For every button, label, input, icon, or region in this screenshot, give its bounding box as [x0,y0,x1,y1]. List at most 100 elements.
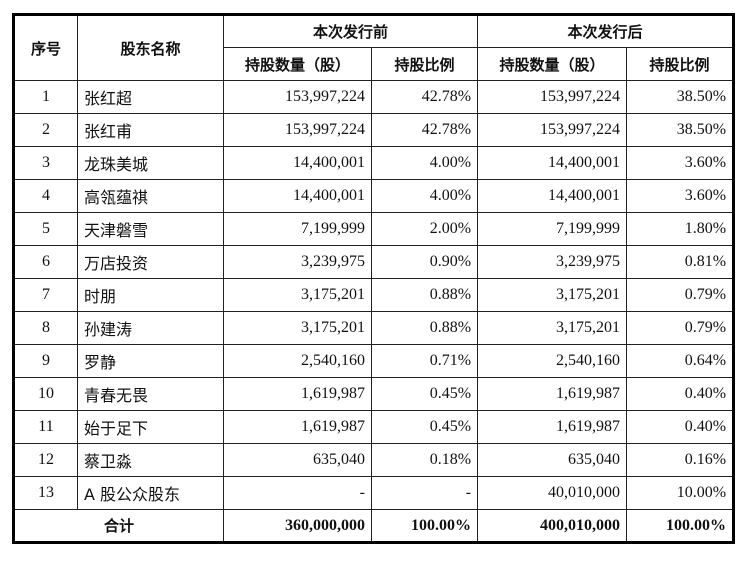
row-after-ratio: 0.79% [626,278,735,312]
header-row-group: 序号 股东名称 本次发行前 本次发行后 [13,14,735,81]
table-row: 2 张红甫 153,997,224 42.78% 153,997,224 38.50% [13,113,735,147]
row-name: 孙建涛 [77,311,224,345]
row-index: 7 [13,278,78,312]
row-before-shares: - [223,476,372,510]
table-row: 1 张红超 153,997,224 42.78% 153,997,224 38.50% [13,80,735,114]
row-before-ratio: 0.45% [370,377,479,411]
row-index: 2 [13,113,78,147]
row-name: 时朋 [77,278,224,312]
row-before-shares: 1,619,987 [223,410,372,444]
row-before-ratio: 42.78% [370,113,479,147]
table-row: 9 罗静 2,540,160 0.71% 2,540,160 0.64% [13,344,735,378]
header-before-shares: 持股数量（股） [223,47,372,81]
table-row: 3 龙珠美城 14,400,001 4.00% 14,400,001 3.60% [13,146,735,180]
row-after-ratio: 0.40% [626,377,735,411]
row-index: 11 [13,410,78,444]
row-index: 1 [13,80,78,114]
table-row: 6 万店投资 3,239,975 0.90% 3,239,975 0.81% [13,245,735,279]
row-before-shares: 1,619,987 [223,377,372,411]
row-after-ratio: 3.60% [626,179,735,213]
table-row: 5 天津磐雪 7,199,999 2.00% 7,199,999 1.80% [13,212,735,246]
row-after-ratio: 0.64% [626,344,735,378]
header-name: 股东名称 [77,14,224,81]
row-name: 罗静 [77,344,224,378]
header-row-sub: 持股数量（股） 持股比例 持股数量（股） 持股比例 [14,47,735,81]
row-after-ratio: 1.80% [626,212,735,246]
row-before-ratio: 2.00% [370,212,479,246]
shareholder-table: 序号 股东名称 本次发行前 本次发行后 持股数量（股） 持股比例 持股数量（股）… [12,13,736,544]
row-after-shares: 14,400,001 [477,146,628,180]
header-after-shares: 持股数量（股） [477,47,628,81]
row-index: 3 [13,146,78,180]
row-before-ratio: 0.71% [370,344,479,378]
row-before-ratio: 42.78% [370,80,479,114]
row-before-ratio: 0.45% [370,410,479,444]
total-after-ratio: 100.00% [626,509,735,543]
header-before-ratio: 持股比例 [370,47,479,81]
row-before-shares: 3,175,201 [223,278,372,312]
row-before-ratio: - [370,476,479,510]
row-name: 青春无畏 [77,377,224,411]
row-after-shares: 2,540,160 [477,344,628,378]
row-after-shares: 1,619,987 [477,377,628,411]
row-after-shares: 3,239,975 [477,245,628,279]
row-name: 张红超 [77,80,224,114]
row-before-shares: 635,040 [223,443,372,477]
row-index: 9 [13,344,78,378]
row-before-shares: 7,199,999 [223,212,372,246]
row-before-shares: 14,400,001 [223,179,372,213]
row-after-shares: 1,619,987 [477,410,628,444]
row-after-ratio: 38.50% [626,80,735,114]
row-after-ratio: 0.81% [626,245,735,279]
row-after-ratio: 38.50% [626,113,735,147]
row-index: 8 [13,311,78,345]
row-after-ratio: 3.60% [626,146,735,180]
header-before-group: 本次发行前 [222,14,479,48]
header-index: 序号 [13,14,78,81]
row-before-shares: 153,997,224 [223,80,372,114]
row-before-shares: 3,175,201 [223,311,372,345]
row-name: 高瓴蕴祺 [77,179,224,213]
total-after-shares: 400,010,000 [477,509,628,543]
row-name: 蔡卫淼 [77,443,224,477]
row-before-ratio: 0.18% [370,443,479,477]
row-name: 龙珠美城 [77,146,224,180]
row-index: 12 [13,443,78,477]
row-after-shares: 14,400,001 [477,179,628,213]
row-name: A 股公众股东 [77,476,224,510]
row-before-ratio: 4.00% [370,146,479,180]
row-after-ratio: 0.40% [626,410,735,444]
row-name: 始于足下 [77,410,224,444]
row-after-shares: 40,010,000 [477,476,628,510]
row-before-ratio: 4.00% [370,179,479,213]
row-before-ratio: 0.90% [370,245,479,279]
row-index: 10 [13,377,78,411]
table-row: 4 高瓴蕴祺 14,400,001 4.00% 14,400,001 3.60% [13,179,735,213]
row-after-shares: 3,175,201 [477,311,628,345]
total-before-ratio: 100.00% [370,509,479,543]
header-after-group: 本次发行后 [477,14,735,48]
row-before-shares: 153,997,224 [223,113,372,147]
table-body: 1 张红超 153,997,224 42.78% 153,997,224 38.50% 2 张… [13,80,735,510]
row-before-ratio: 0.88% [370,311,479,345]
table-row: 11 始于足下 1,619,987 0.45% 1,619,987 0.40% [13,410,735,444]
row-index: 6 [13,245,78,279]
row-before-shares: 2,540,160 [223,344,372,378]
row-after-shares: 7,199,999 [477,212,628,246]
row-after-ratio: 0.16% [626,443,735,477]
table-row: 7 时朋 3,175,201 0.88% 3,175,201 0.79% [13,278,735,312]
row-after-shares: 3,175,201 [477,278,628,312]
table-row: 10 青春无畏 1,619,987 0.45% 1,619,987 0.40% [13,377,735,411]
header-after-ratio: 持股比例 [626,47,735,81]
row-before-ratio: 0.88% [370,278,479,312]
table-row: 8 孙建涛 3,175,201 0.88% 3,175,201 0.79% [13,311,735,345]
row-after-shares: 153,997,224 [477,80,628,114]
row-name: 万店投资 [77,245,224,279]
row-name: 天津磐雪 [77,212,224,246]
row-after-ratio: 0.79% [626,311,735,345]
row-before-shares: 14,400,001 [223,146,372,180]
row-before-shares: 3,239,975 [223,245,372,279]
row-after-shares: 153,997,224 [477,113,628,147]
row-after-ratio: 10.00% [626,476,735,510]
total-row: 合计 360,000,000 100.00% 400,010,000 100.0… [13,509,735,543]
